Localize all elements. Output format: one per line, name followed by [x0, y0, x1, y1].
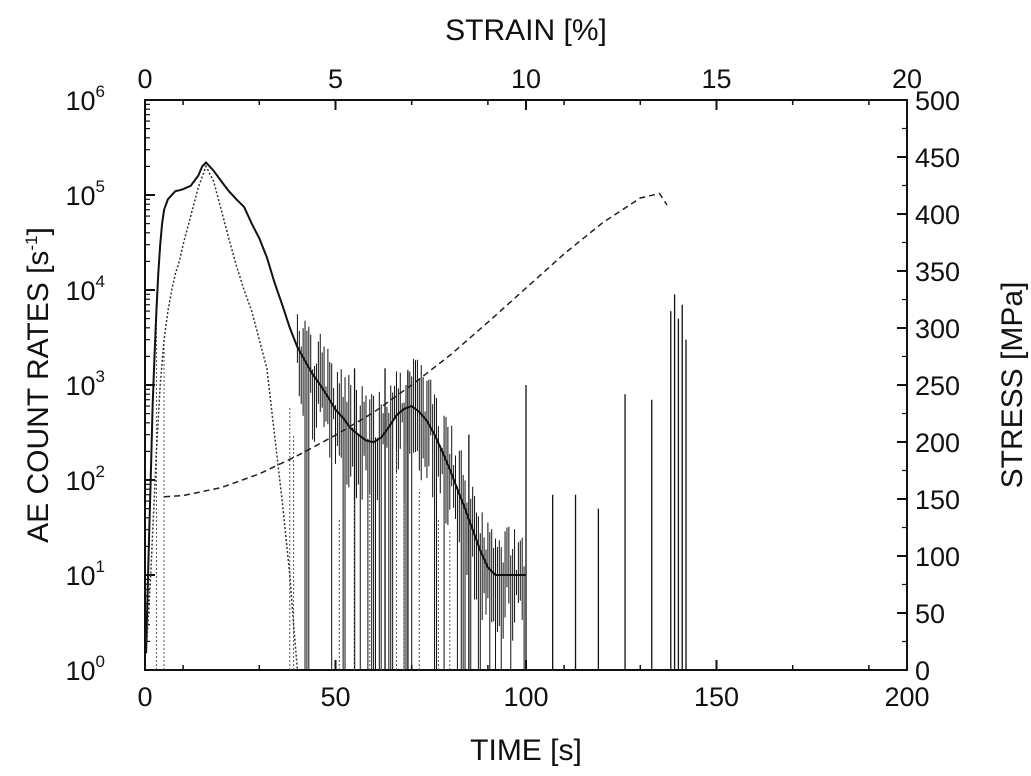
- y-right-tick-label: 50: [915, 599, 945, 629]
- x-top-tick-label: 10: [511, 64, 541, 94]
- y-right-axis-title: STRESS [MPa]: [996, 282, 1029, 489]
- x-bottom-tick-label: 200: [884, 682, 929, 712]
- y-left-tick-exp: 5: [96, 177, 105, 196]
- series-dotted-line: [146, 164, 299, 671]
- x-bottom-tick-label: 150: [694, 682, 739, 712]
- data-series: [145, 161, 668, 671]
- x-bottom-tick-label: 50: [320, 682, 350, 712]
- x-bottom-axis-title: TIME [s]: [470, 734, 582, 767]
- y-right-tick-label: 400: [915, 200, 960, 230]
- y-right-tick-label: 250: [915, 371, 960, 401]
- y-left-tick-exp: 0: [96, 652, 105, 671]
- series-solid-line: [145, 161, 526, 654]
- y-left-tick-base: 10: [65, 181, 95, 211]
- y-right-tick-label: 500: [915, 86, 960, 116]
- x-top-axis-title: STRAIN [%]: [445, 14, 607, 47]
- y-left-tick-label: 102: [65, 462, 105, 496]
- y-right-tick-label: 150: [915, 485, 960, 515]
- y-left-tick-exp: 2: [96, 462, 105, 481]
- x-top-tick-label: 15: [701, 64, 731, 94]
- y-left-tick-label: 101: [65, 557, 105, 591]
- y-right-tick-label: 200: [915, 428, 960, 458]
- y-right-tick-label: 0: [915, 656, 930, 686]
- y-right-tick-label: 100: [915, 542, 960, 572]
- y-left-tick-base: 10: [65, 371, 95, 401]
- y-left-axis-title: AE COUNT RATES [s-1]: [22, 227, 55, 543]
- y-left-tick-label: 106: [65, 82, 105, 116]
- y-left-tick-exp: 4: [96, 272, 105, 291]
- y-left-tick-exp: 3: [96, 367, 105, 386]
- y-left-tick-base: 10: [65, 656, 95, 686]
- y-right-tick-label: 300: [915, 314, 960, 344]
- y-left-tick-label: 103: [65, 367, 105, 401]
- y-left-axis-title-main: AE COUNT RATES [s: [22, 251, 55, 543]
- y-left-axis-title-sup: -1: [22, 235, 41, 250]
- y-left-tick-exp: 1: [96, 557, 105, 576]
- y-left-tick-base: 10: [65, 561, 95, 591]
- x-bottom-tick-label: 100: [503, 682, 548, 712]
- y-left-tick-exp: 6: [96, 82, 105, 101]
- y-left-tick-label: 105: [65, 177, 105, 211]
- y-left-axis-title-end: ]: [22, 227, 55, 235]
- ae-burst-spikes: [155, 294, 687, 670]
- x-bottom-tick-label: 0: [137, 682, 152, 712]
- y-right-tick-label: 450: [915, 143, 960, 173]
- y-left-tick-base: 10: [65, 86, 95, 116]
- x-top-tick-label: 20: [892, 64, 922, 94]
- y-left-tick-base: 10: [65, 276, 95, 306]
- x-top-tick-label: 5: [328, 64, 343, 94]
- y-left-tick-label: 100: [65, 652, 105, 686]
- y-left-tick-label: 104: [65, 272, 105, 306]
- x-top-tick-label: 0: [137, 64, 152, 94]
- y-left-tick-base: 10: [65, 466, 95, 496]
- y-right-tick-label: 350: [915, 257, 960, 287]
